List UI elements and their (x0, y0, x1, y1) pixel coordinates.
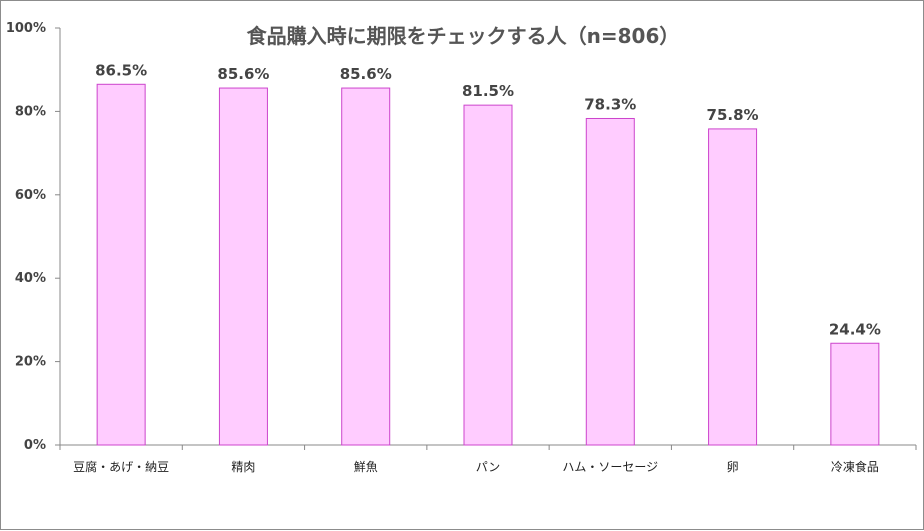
data-label: 75.8% (707, 106, 759, 124)
y-tick-label: 100% (6, 21, 46, 36)
bar (96, 83, 146, 446)
bar (341, 87, 391, 446)
y-tick-label: 60% (15, 188, 46, 203)
category-label: 冷凍食品 (831, 459, 879, 474)
category-label: パン (476, 460, 501, 474)
category-label: 鮮魚 (354, 460, 378, 474)
bars (96, 83, 880, 446)
category-label: 精肉 (231, 460, 255, 474)
y-axis: 0% 20% 40% 60% 80% 100% (6, 21, 61, 453)
data-label: 85.6% (217, 65, 269, 83)
y-tick-label: 20% (15, 355, 46, 370)
y-tick-label: 0% (24, 438, 46, 453)
chart-title: 食品購入時に期限をチェックする人（n=806） (247, 24, 680, 48)
category-label: 豆腐・あげ・納豆 (73, 459, 169, 474)
data-label: 78.3% (584, 95, 636, 113)
category-labels: 豆腐・あげ・納豆 精肉 鮮魚 パン ハム・ソーセージ 卵 冷凍食品 (73, 459, 879, 474)
bar (218, 87, 268, 446)
bar (463, 104, 513, 446)
data-label: 85.6% (340, 65, 392, 83)
category-label: ハム・ソーセージ (562, 460, 658, 474)
data-labels: 86.5% 85.6% 85.6% 81.5% 78.3% 75.8% 24.4% (95, 61, 881, 338)
x-axis (59, 444, 917, 450)
bar (708, 128, 758, 446)
bar (830, 342, 880, 446)
y-tick-label: 40% (15, 271, 46, 286)
bar (585, 117, 635, 446)
data-label: 86.5% (95, 61, 147, 79)
data-label: 81.5% (462, 82, 514, 100)
y-tick-label: 80% (15, 104, 46, 119)
data-label: 24.4% (829, 320, 881, 338)
category-label: 卵 (727, 460, 739, 474)
